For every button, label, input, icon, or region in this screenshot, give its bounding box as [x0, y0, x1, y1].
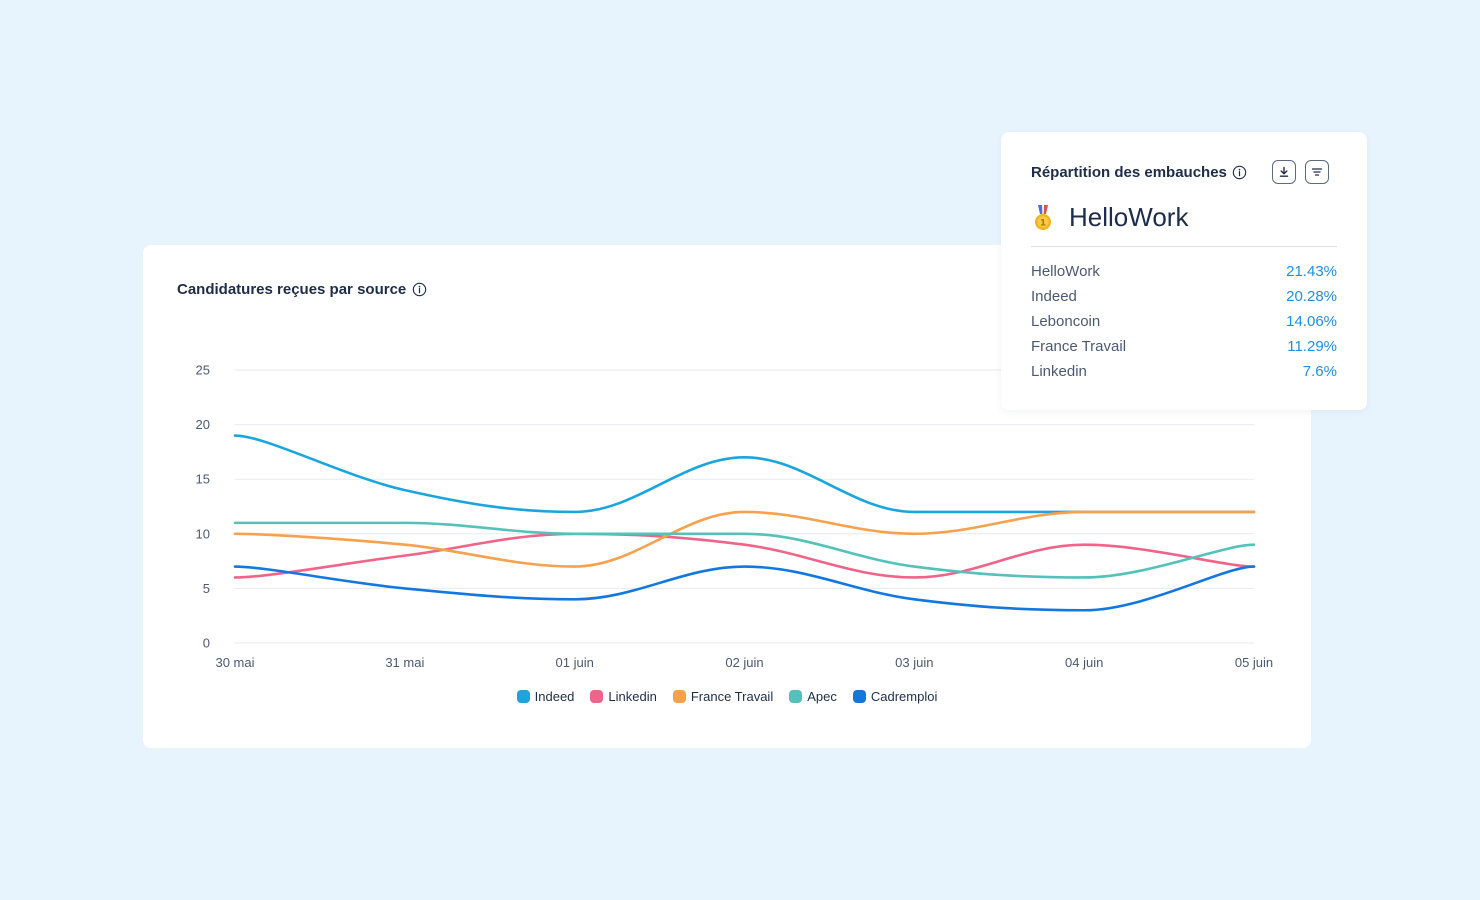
y-tick-label: 5 [203, 581, 210, 596]
x-tick-label: 03 juin [895, 655, 933, 670]
side-card-header: Répartition des embauches [1031, 160, 1329, 184]
y-tick-label: 10 [196, 526, 210, 541]
chart-title: Candidatures reçues par source [177, 281, 407, 298]
top-source: 1 HelloWork [1031, 202, 1188, 233]
series-line-cadremploi[interactable] [233, 565, 1256, 612]
list-item: Indeed 20.28% [1031, 284, 1337, 309]
filter-icon [1311, 168, 1323, 176]
legend-item[interactable]: Linkedin [590, 689, 657, 704]
x-tick-label: 04 juin [1065, 655, 1103, 670]
list-item-name: France Travail [1031, 338, 1127, 355]
y-tick-label: 0 [203, 636, 210, 651]
series-line-indeed[interactable] [233, 434, 1256, 514]
download-icon [1279, 166, 1289, 177]
x-tick-label: 31 mai [385, 655, 424, 670]
legend-label: Indeed [534, 689, 575, 704]
medal-icon: 1 [1035, 204, 1051, 230]
list-item-value: 7.6% [1302, 363, 1337, 380]
legend-swatch [852, 690, 866, 703]
legend-label: Linkedin [608, 689, 657, 704]
ranking-list: HelloWork 21.43% Indeed 20.28% Leboncoin 14.0… [1031, 259, 1337, 384]
y-tick-label: 25 [196, 363, 210, 378]
list-item-name: Leboncoin [1031, 313, 1101, 330]
info-icon[interactable] [1232, 165, 1247, 180]
download-button[interactable] [1272, 160, 1296, 184]
legend-swatch [516, 690, 530, 703]
side-card-title: Répartition des embauches [1031, 163, 1227, 181]
svg-text:1: 1 [1040, 218, 1046, 228]
legend-swatch [789, 690, 803, 703]
chart-legend: Indeed Linkedin France Travail Apec Cadrempl… [143, 689, 1311, 704]
list-item-name: HelloWork [1031, 263, 1100, 280]
list-item-value: 21.43% [1286, 263, 1337, 280]
legend-item[interactable]: Cadremploi [852, 689, 938, 704]
legend-item[interactable]: Indeed [516, 689, 575, 704]
hires-distribution-card: Répartition des embauches [1001, 132, 1367, 410]
line-chart: 0 5 10 15 20 25 30 mai 31 mai 01 juin 02 juin 03 j… [196, 363, 1274, 671]
x-tick-label: 02 juin [725, 655, 763, 670]
series-line-linkedin[interactable] [233, 532, 1256, 579]
y-tick-label: 20 [196, 417, 210, 432]
x-tick-label: 01 juin [556, 655, 594, 670]
x-tick-label: 30 mai [215, 655, 254, 670]
list-item-value: 11.29% [1287, 338, 1337, 355]
series-line-apec[interactable] [233, 521, 1256, 579]
legend-label: Cadremploi [870, 689, 938, 704]
x-tick-label: 05 juin [1235, 655, 1273, 670]
info-icon[interactable] [412, 282, 427, 297]
chart-header: Candidatures reçues par source [177, 281, 427, 298]
list-item: Linkedin 7.6% [1031, 359, 1337, 384]
top-source-name: HelloWork [1069, 202, 1189, 232]
list-item-value: 14.06% [1286, 313, 1337, 330]
y-tick-label: 15 [196, 472, 210, 487]
series-line-france-travail[interactable] [233, 510, 1256, 568]
legend-item[interactable]: Apec [789, 689, 837, 704]
list-item-name: Indeed [1031, 288, 1077, 305]
legend-label: France Travail [690, 689, 774, 704]
legend-label: Apec [807, 689, 837, 704]
list-item: HelloWork 21.43% [1031, 259, 1337, 284]
list-item-name: Linkedin [1031, 363, 1087, 380]
filter-button[interactable] [1305, 160, 1329, 184]
legend-swatch [590, 690, 604, 703]
list-item-value: 20.28% [1286, 288, 1337, 305]
divider [1031, 246, 1337, 247]
legend-item[interactable]: France Travail [672, 689, 774, 704]
list-item: Leboncoin 14.06% [1031, 309, 1337, 334]
legend-swatch [672, 690, 686, 703]
list-item: France Travail 11.29% [1031, 334, 1337, 359]
